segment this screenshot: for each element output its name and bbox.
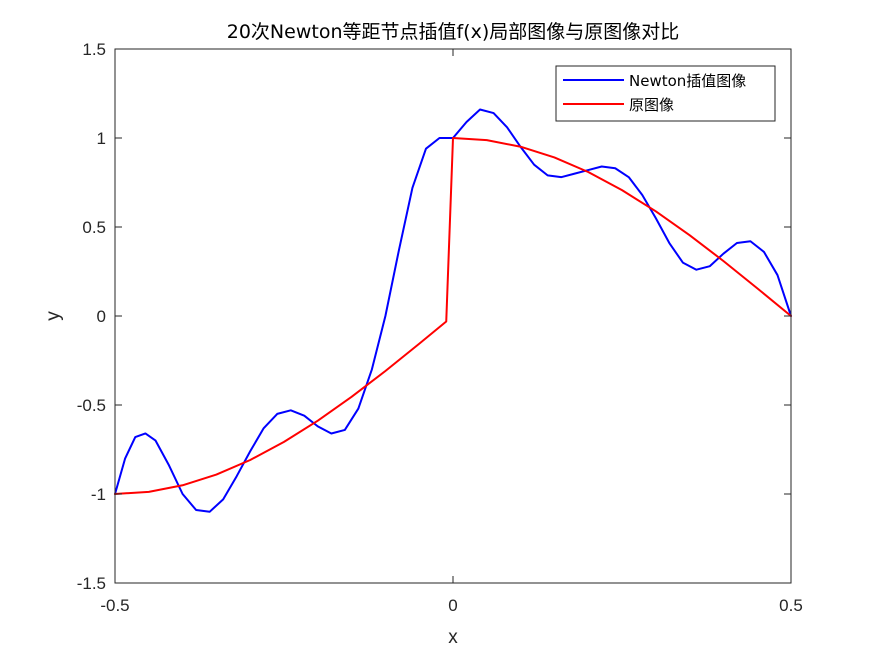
y-tick-label: 0 [97, 307, 106, 326]
x-tick-label: 0 [448, 596, 457, 615]
y-axis-label: y [43, 311, 64, 321]
series-line-1 [114, 137, 792, 495]
axes-box [114, 48, 792, 584]
x-axis-label: x [448, 627, 458, 648]
legend-label-newton: Newton插值图像 [629, 72, 746, 90]
tick-layer: -0.5 0 0.5 -1.5 -1 -0.5 0 0.5 1 1.5 [77, 40, 803, 615]
chart-title: 20次Newton等距节点插值f(x)局部图像与原图像对比 [227, 21, 680, 43]
y-tick-label: 0.5 [82, 218, 106, 237]
y-tick-label: -0.5 [77, 396, 106, 415]
legend-label-original: 原图像 [629, 96, 674, 114]
legend: Newton插值图像 原图像 [555, 65, 776, 122]
legend-box [555, 65, 776, 122]
y-tick-label: -1.5 [77, 574, 106, 593]
series-line-0 [114, 108, 792, 513]
y-tick-label: 1 [97, 129, 106, 148]
y-tick-label: -1 [91, 485, 106, 504]
plot-area [115, 49, 791, 583]
x-tick-label: -0.5 [100, 596, 129, 615]
series-layer [114, 108, 792, 513]
y-tick-label: 1.5 [82, 40, 106, 59]
x-tick-label: 0.5 [779, 596, 803, 615]
